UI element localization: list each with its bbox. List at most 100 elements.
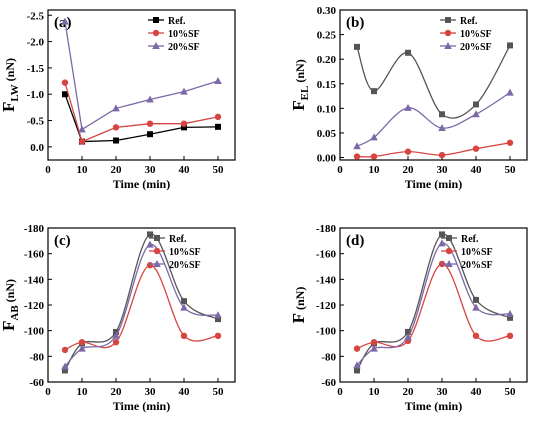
y-tick-label: 0.10	[317, 103, 337, 115]
y-axis-label-main: F	[0, 321, 18, 331]
x-tick-label: 30	[145, 164, 157, 176]
x-tick-label: 10	[77, 386, 89, 398]
legend-label: Ref.	[169, 234, 187, 245]
legend-label: 10%SF	[461, 247, 493, 258]
panel-label: (d)	[346, 233, 364, 249]
data-point	[507, 42, 513, 49]
x-tick-label: 20	[403, 386, 415, 398]
data-point	[370, 133, 378, 141]
data-point	[180, 332, 188, 339]
y-axis-label-unit: (nN)	[3, 279, 17, 302]
data-point	[405, 49, 411, 56]
legend-label: 20%SF	[169, 260, 201, 271]
legend-marker	[154, 235, 160, 241]
y-axis-label-sub: EL	[299, 86, 311, 101]
data-point	[112, 104, 120, 112]
x-tick-label: 0	[337, 164, 343, 176]
data-point	[78, 339, 86, 346]
x-tick-label: 40	[179, 386, 191, 398]
x-tick-label: 20	[111, 386, 123, 398]
y-tick-label: -0.5	[27, 116, 45, 128]
y-tick-label: 0.00	[317, 153, 337, 165]
data-point	[62, 367, 68, 374]
data-point	[370, 153, 378, 160]
data-point	[354, 43, 360, 50]
series-line-1	[356, 263, 511, 350]
data-point	[180, 87, 188, 95]
data-point	[61, 17, 69, 25]
series-line-2	[64, 21, 219, 131]
data-point	[472, 145, 480, 152]
data-point	[404, 103, 412, 111]
y-tick-label: -1.5	[27, 63, 45, 75]
y-axis-label-unit: (nN)	[293, 287, 307, 310]
data-point	[472, 110, 480, 118]
legend-marker	[445, 17, 451, 23]
data-point	[404, 148, 412, 155]
x-axis-label: Time (min)	[405, 399, 462, 413]
data-point	[370, 339, 378, 346]
data-point	[180, 303, 188, 311]
legend-label: 20%SF	[461, 260, 493, 271]
legend-label: 20%SF	[168, 42, 200, 53]
x-tick-label: 10	[77, 164, 89, 176]
legend-label: Ref.	[168, 16, 186, 27]
data-point	[78, 138, 86, 145]
data-point	[215, 123, 221, 130]
legend-marker	[152, 42, 160, 49]
y-tick-label: 0.15	[317, 79, 337, 91]
data-point	[214, 311, 222, 319]
data-point	[371, 88, 377, 95]
x-tick-label: 40	[471, 164, 483, 176]
y-tick-label: 0.05	[317, 128, 337, 140]
y-tick-label: -1.0	[27, 89, 45, 101]
chart-panel-3: 0 10 20 30 40 50 -60 -80 -100 -120 -140 -160 -180 Tim…	[289, 223, 528, 413]
y-tick-label: -160	[316, 249, 337, 261]
y-tick-label: -2.0	[27, 37, 45, 49]
x-axis-label: Time (min)	[113, 399, 170, 413]
x-axis-label: Time (min)	[113, 177, 170, 191]
series-line-1	[356, 142, 511, 158]
legend-marker	[444, 42, 452, 49]
legend-marker	[152, 29, 160, 37]
x-tick-label: 40	[471, 386, 483, 398]
data-point	[78, 344, 86, 352]
y-axis-label-sub: AB	[9, 305, 21, 321]
data-point	[181, 298, 187, 305]
legend-marker	[153, 247, 161, 255]
y-tick-label: -60	[29, 377, 44, 389]
series-line-1	[64, 82, 219, 143]
data-point	[78, 125, 86, 133]
x-tick-label: 20	[403, 164, 415, 176]
data-point	[472, 303, 480, 311]
y-axis-label-main: F	[0, 102, 18, 112]
panel-label: (c)	[54, 233, 71, 249]
data-point	[353, 361, 361, 369]
data-point	[353, 345, 361, 352]
data-point	[62, 91, 68, 98]
y-axis-label-main: F	[289, 313, 308, 323]
y-tick-label: -120	[24, 300, 45, 312]
y-tick-label: 0.20	[317, 54, 337, 66]
data-point	[404, 333, 412, 341]
legend-marker	[445, 247, 453, 255]
legend-label: 10%SF	[460, 29, 492, 40]
data-point	[438, 239, 446, 247]
data-point	[439, 231, 445, 238]
x-axis-label: Time (min)	[405, 177, 462, 191]
data-point	[214, 77, 222, 85]
x-tick-label: 0	[45, 164, 51, 176]
x-tick-label: 50	[505, 164, 517, 176]
chart-panel-1: 0 10 20 30 40 50 0.00 0.05 0.10 0.15 0.20 0.25 0.30 T…	[289, 5, 528, 191]
x-tick-label: 10	[369, 164, 381, 176]
y-tick-label: -2.5	[27, 10, 45, 22]
legend-label: 20%SF	[460, 42, 492, 53]
data-point	[112, 331, 120, 339]
x-tick-label: 50	[505, 386, 517, 398]
data-point	[370, 344, 378, 352]
data-point	[506, 139, 514, 146]
legend-marker	[153, 260, 161, 267]
x-tick-label: 0	[45, 386, 51, 398]
plot-frame	[47, 9, 236, 161]
